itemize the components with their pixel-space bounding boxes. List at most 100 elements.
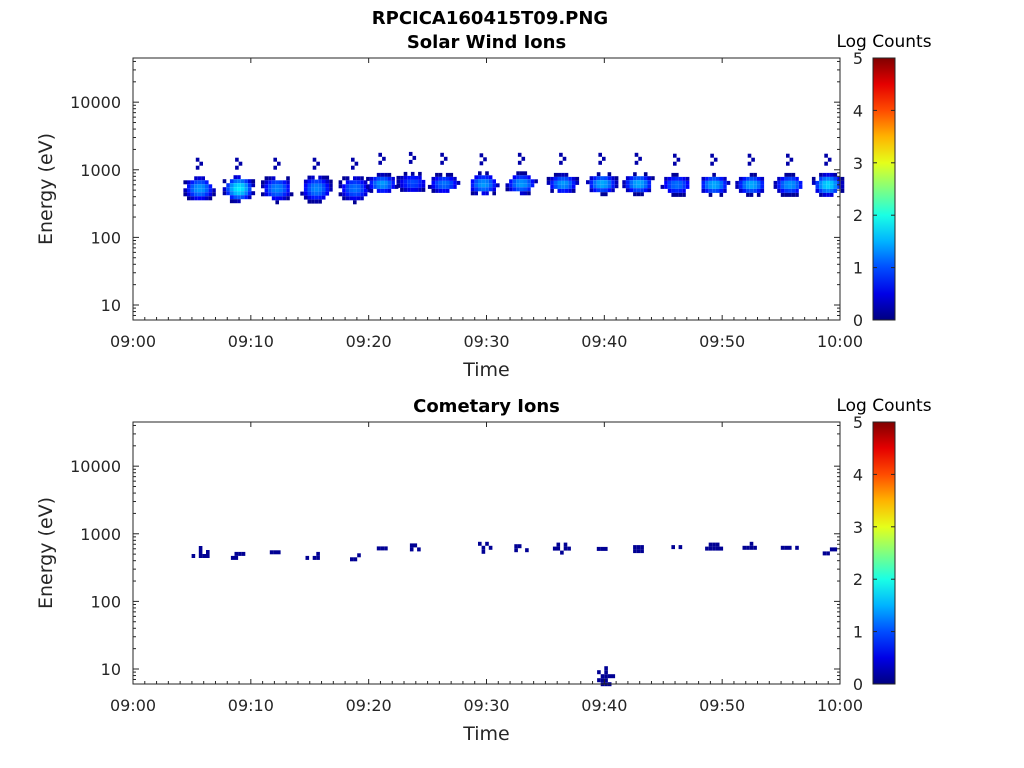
- data-pixel: [233, 195, 238, 200]
- data-pixel: [307, 175, 312, 180]
- data-pixel: [784, 180, 788, 185]
- data-pixel: [723, 176, 727, 181]
- data-pixel: [431, 188, 436, 193]
- data-pixel: [568, 176, 572, 181]
- data-pixel: [438, 184, 443, 189]
- data-pixel: [780, 192, 785, 197]
- data-pixel: [675, 184, 679, 189]
- data-pixel: [492, 191, 496, 196]
- data-pixel: [356, 196, 361, 201]
- data-pixel: [445, 188, 450, 193]
- data-pixel: [811, 180, 816, 185]
- data-pixel: [376, 176, 381, 181]
- data-pixel: [607, 188, 612, 193]
- data-pixel: [453, 180, 457, 185]
- data-pixel: [516, 183, 520, 188]
- data-pixel: [749, 184, 754, 189]
- data-pixel: [749, 172, 754, 177]
- data-pixel: [205, 184, 209, 189]
- data-pixel: [201, 196, 205, 201]
- data-pixel: [470, 183, 475, 188]
- data-pixel: [523, 183, 528, 188]
- data-pixel: [719, 180, 724, 185]
- data-pixel: [275, 192, 279, 197]
- data-pixel: [183, 180, 187, 185]
- data-pixel: [279, 180, 283, 185]
- data-pixel: [303, 183, 308, 188]
- data-pixel: [678, 192, 683, 197]
- data-pixel: [701, 180, 706, 185]
- data-pixel: [369, 180, 374, 185]
- data-pixel: [485, 179, 489, 184]
- data-pixel: [671, 180, 675, 185]
- data-pixel: [445, 180, 450, 185]
- data-pixel: [427, 184, 432, 189]
- data-pixel: [183, 192, 187, 197]
- data-pixel: [353, 200, 357, 205]
- data-pixel: [826, 188, 830, 193]
- data-pixel: [329, 179, 333, 184]
- data-pixel: [604, 678, 608, 683]
- data-pixel: [187, 192, 191, 197]
- data-pixel: [840, 188, 845, 193]
- y-tick-label: 100: [90, 592, 121, 611]
- data-pixel: [438, 180, 443, 185]
- data-pixel: [682, 188, 686, 193]
- data-pixel: [600, 674, 605, 679]
- data-pixel: [746, 192, 750, 197]
- data-pixel: [421, 179, 426, 184]
- data-pixel: [822, 176, 827, 181]
- data-pixel: [705, 180, 709, 185]
- data-pixel: [753, 188, 757, 193]
- data-pixel: [514, 548, 518, 553]
- data-pixel: [602, 156, 606, 161]
- data-pixel: [373, 180, 377, 185]
- data-pixel: [403, 187, 408, 192]
- data-pixel: [208, 196, 213, 201]
- data-pixel: [271, 192, 276, 197]
- data-pixel: [369, 176, 374, 181]
- data-pixel: [442, 180, 446, 185]
- data-pixel: [596, 180, 601, 185]
- data-pixel: [237, 183, 241, 188]
- data-pixel: [784, 184, 788, 189]
- data-pixel: [519, 175, 524, 180]
- data-pixel: [485, 191, 489, 196]
- data-pixel: [789, 157, 794, 162]
- data-pixel: [478, 187, 482, 192]
- data-pixel: [282, 192, 287, 197]
- data-pixel: [479, 153, 484, 158]
- data-pixel: [527, 179, 531, 184]
- data-pixel: [305, 555, 310, 560]
- data-pixel: [275, 188, 279, 193]
- ion-cluster: [338, 157, 371, 205]
- data-pixel: [636, 545, 641, 550]
- data-pixel: [202, 554, 206, 558]
- data-pixel: [791, 192, 796, 197]
- data-pixel: [819, 172, 823, 177]
- data-pixel: [512, 179, 517, 184]
- data-pixel: [678, 188, 683, 193]
- data-pixel: [208, 184, 213, 189]
- data-pixel: [519, 179, 524, 184]
- data-pixel: [417, 547, 421, 552]
- data-pixel: [449, 176, 454, 181]
- data-pixel: [710, 161, 714, 166]
- data-pixel: [380, 184, 384, 189]
- data-pixel: [229, 187, 234, 192]
- data-pixel: [247, 187, 252, 192]
- ion-cluster: [773, 153, 803, 197]
- data-pixel: [517, 544, 522, 549]
- data-pixel: [442, 188, 446, 193]
- data-pixel: [712, 546, 716, 551]
- data-pixel: [751, 157, 755, 162]
- data-pixel: [625, 176, 630, 181]
- ion-cluster: [633, 545, 644, 554]
- data-pixel: [342, 188, 346, 193]
- data-pixel: [481, 545, 486, 550]
- data-pixel: [747, 161, 752, 166]
- data-pixel: [226, 183, 230, 188]
- data-pixel: [675, 192, 679, 197]
- data-pixel: [760, 188, 765, 193]
- data-pixel: [269, 550, 274, 555]
